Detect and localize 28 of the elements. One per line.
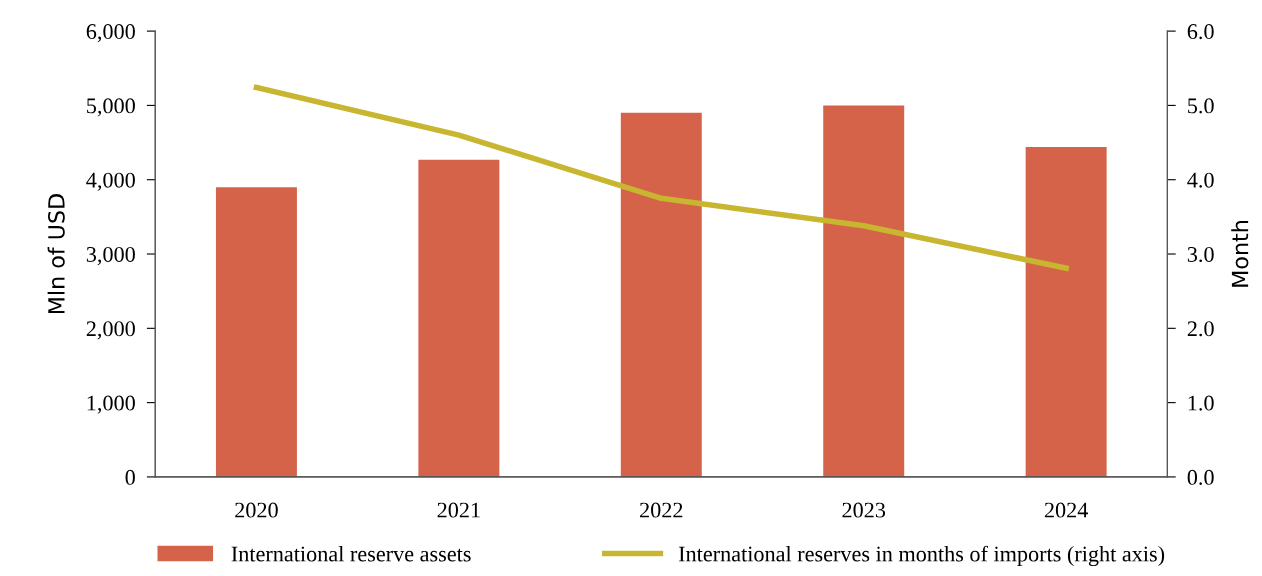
x-tick-label: 2023 xyxy=(842,502,886,518)
legend-label: International reserve assets xyxy=(231,545,471,562)
bar xyxy=(215,187,297,477)
bar xyxy=(418,159,500,477)
y2-tick-label: 5.0 xyxy=(1188,98,1214,114)
y2-tick-label: 2.0 xyxy=(1187,321,1214,337)
legend-label: International reserves in months of imports (right axis) xyxy=(678,545,1165,567)
bar xyxy=(620,112,702,477)
x-tick-label: 2024 xyxy=(1044,502,1089,518)
y2-tick-label: 6.0 xyxy=(1187,24,1214,40)
y-axis-title: Mln of USD xyxy=(47,194,65,314)
x-tick-label: 2021 xyxy=(437,502,480,518)
y-tick-label: 6,000 xyxy=(86,24,135,43)
y-tick-label: 0 xyxy=(125,469,135,485)
y2-axis-title: Month xyxy=(1231,221,1249,287)
x-tick-label: 2022 xyxy=(640,502,683,518)
x-tick-label: 2020 xyxy=(235,502,278,518)
y-tick-label: 4,000 xyxy=(86,172,135,191)
y2-tick-label: 4.0 xyxy=(1187,172,1214,188)
y2-tick-label: 3.0 xyxy=(1187,246,1214,263)
bar xyxy=(823,105,905,477)
y2-tick-label: 1.0 xyxy=(1188,395,1214,411)
y-tick-label: 1,000 xyxy=(87,395,135,414)
y-tick-label: 5,000 xyxy=(87,98,135,117)
y-tick-label: 2,000 xyxy=(86,321,135,340)
y-tick-label: 3,000 xyxy=(86,246,135,266)
bar xyxy=(1025,147,1107,477)
y2-tick-label: 0.0 xyxy=(1187,469,1214,485)
